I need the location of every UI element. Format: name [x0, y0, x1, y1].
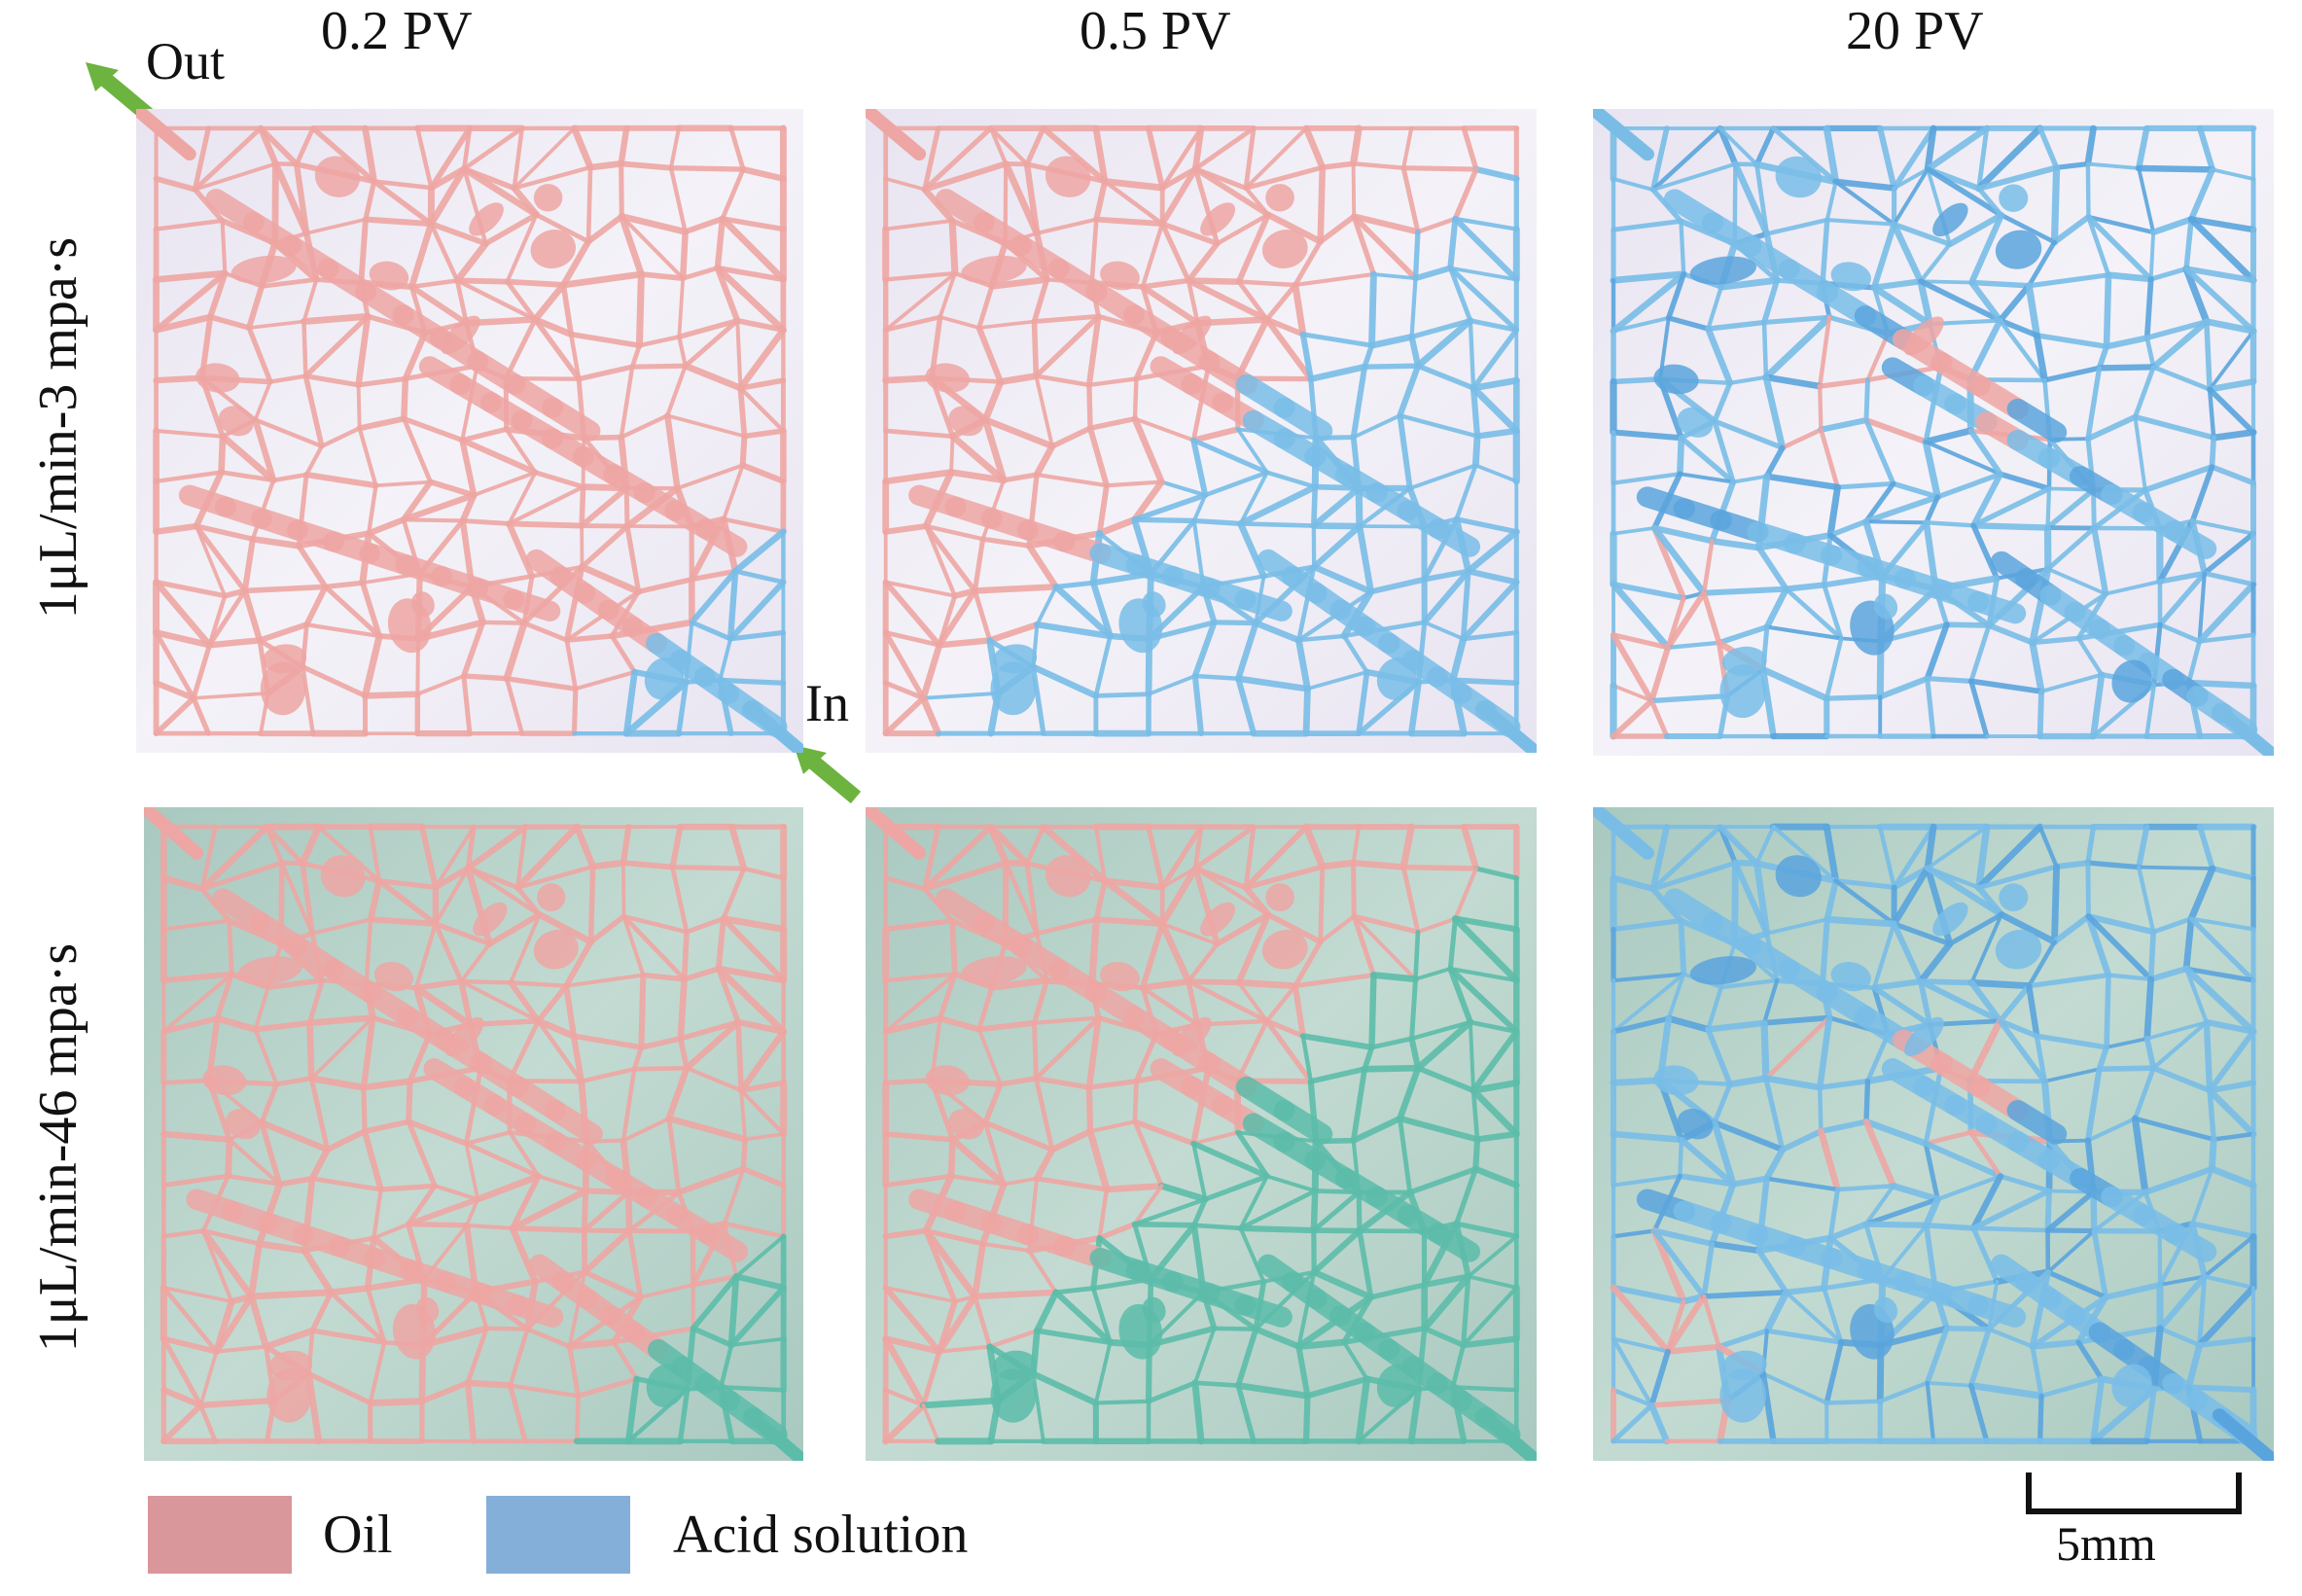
- column-title-1: 0.5 PV: [1080, 1, 1231, 61]
- legend-label-oil: Oil: [323, 1505, 393, 1565]
- micromodel-panel-r2-c2: [866, 807, 1537, 1461]
- micromodel-panel-r1-c2: [866, 109, 1537, 753]
- row-title-0: 1μL/min-3 mpa·s: [28, 236, 89, 620]
- column-title-0: 0.2 PV: [321, 1, 473, 61]
- micromodel-panel-r2-c1: [144, 807, 803, 1461]
- micromodel-panel-r1-c3: [1593, 109, 2274, 756]
- scale-bar: [2026, 1472, 2242, 1514]
- legend-label-acid: Acid solution: [673, 1505, 969, 1565]
- micromodel-panel-r1-c1: [136, 109, 803, 753]
- legend-swatch-acid: [486, 1496, 630, 1574]
- outlet-label: Out: [146, 32, 225, 90]
- column-title-2: 20 PV: [1846, 1, 1984, 61]
- row-title-1: 1μL/min-46 mpa·s: [28, 942, 89, 1353]
- inlet-label: In: [805, 674, 849, 732]
- scale-bar-label: 5mm: [2056, 1516, 2156, 1571]
- micromodel-panel-r2-c3: [1593, 807, 2274, 1461]
- legend-swatch-oil: [148, 1496, 292, 1574]
